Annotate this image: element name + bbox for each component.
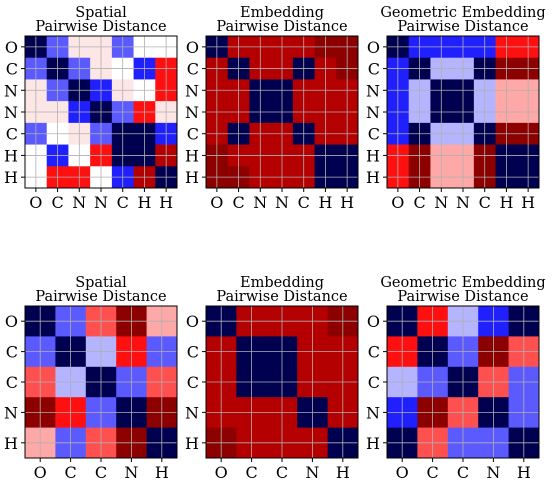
x-tick-label: O	[391, 193, 404, 212]
y-tick-label: C	[368, 60, 380, 79]
x-tick-label: O	[396, 463, 409, 482]
x-tick-label: C	[298, 193, 310, 212]
y-tick-label: H	[185, 434, 199, 453]
y-tick-label: C	[368, 343, 380, 362]
y-tick-label: O	[367, 312, 380, 331]
x-tick-label: H	[517, 463, 531, 482]
x-tick-label: C	[64, 463, 76, 482]
chart-title-line: Geometric Embedding	[380, 5, 545, 21]
y-tick-label: O	[367, 38, 380, 57]
x-tick-label: N	[72, 193, 86, 212]
y-tick-label: C	[187, 343, 199, 362]
y-tick-label: C	[368, 125, 380, 144]
x-tick-label: O	[210, 193, 223, 212]
chart-title-line: Pairwise Distance	[35, 19, 166, 35]
chart-title-line: Pairwise Distance	[216, 19, 347, 35]
y-tick-label: C	[368, 373, 380, 392]
x-tick-label: H	[159, 193, 173, 212]
chart-title-line: Spatial	[75, 275, 127, 291]
x-tick-label: N	[305, 463, 319, 482]
y-tick-label: N	[4, 81, 18, 100]
y-tick-label: O	[5, 312, 18, 331]
y-tick-label: C	[6, 373, 18, 392]
y-tick-label: H	[185, 168, 199, 187]
x-tick-label: N	[124, 463, 138, 482]
x-tick-label: H	[155, 463, 169, 482]
x-tick-label: O	[215, 463, 228, 482]
y-tick-label: H	[185, 146, 199, 165]
y-tick-label: O	[186, 38, 199, 57]
x-tick-label: N	[434, 193, 448, 212]
x-tick-label: H	[499, 193, 513, 212]
y-tick-label: N	[366, 403, 380, 422]
chart-title-line: Pairwise Distance	[35, 289, 166, 305]
y-tick-label: N	[4, 103, 18, 122]
x-tick-label: N	[456, 193, 470, 212]
chart-title-line: Geometric Embedding	[380, 275, 545, 291]
y-tick-label: N	[366, 103, 380, 122]
y-tick-label: N	[185, 81, 199, 100]
chart-title-line: Pairwise Distance	[397, 19, 528, 35]
x-tick-label: H	[336, 463, 350, 482]
y-tick-label: N	[4, 403, 18, 422]
x-tick-label: H	[137, 193, 151, 212]
x-tick-label: C	[232, 193, 244, 212]
chart-title-line: Embedding	[240, 275, 324, 291]
x-tick-label: C	[117, 193, 129, 212]
y-tick-label: C	[187, 125, 199, 144]
x-tick-label: C	[479, 193, 491, 212]
y-tick-label: H	[4, 168, 18, 187]
y-tick-label: C	[6, 60, 18, 79]
x-tick-label: N	[253, 193, 267, 212]
y-tick-label: C	[6, 125, 18, 144]
chart-title-line: Pairwise Distance	[397, 289, 528, 305]
chart-title-line: Embedding	[240, 5, 324, 21]
y-tick-label: N	[185, 403, 199, 422]
x-tick-label: H	[318, 193, 332, 212]
x-tick-label: C	[426, 463, 438, 482]
y-tick-label: N	[366, 81, 380, 100]
y-tick-label: H	[4, 434, 18, 453]
x-tick-label: C	[276, 463, 288, 482]
y-tick-label: O	[186, 312, 199, 331]
x-tick-label: O	[34, 463, 47, 482]
y-tick-label: H	[366, 434, 380, 453]
y-tick-label: C	[187, 373, 199, 392]
x-tick-label: C	[413, 193, 425, 212]
y-tick-label: N	[185, 103, 199, 122]
y-tick-label: O	[5, 38, 18, 57]
x-tick-label: C	[95, 463, 107, 482]
x-tick-label: H	[521, 193, 535, 212]
y-tick-label: C	[6, 343, 18, 362]
x-tick-label: C	[51, 193, 63, 212]
x-tick-label: N	[486, 463, 500, 482]
x-tick-label: H	[340, 193, 354, 212]
x-tick-label: O	[29, 193, 42, 212]
x-tick-label: C	[457, 463, 469, 482]
y-tick-label: H	[366, 146, 380, 165]
chart-title-line: Pairwise Distance	[216, 289, 347, 305]
x-tick-label: N	[94, 193, 108, 212]
y-tick-label: H	[4, 146, 18, 165]
x-tick-label: C	[245, 463, 257, 482]
y-tick-label: H	[366, 168, 380, 187]
chart-title-line: Spatial	[75, 5, 127, 21]
y-tick-label: C	[187, 60, 199, 79]
x-tick-label: N	[275, 193, 289, 212]
